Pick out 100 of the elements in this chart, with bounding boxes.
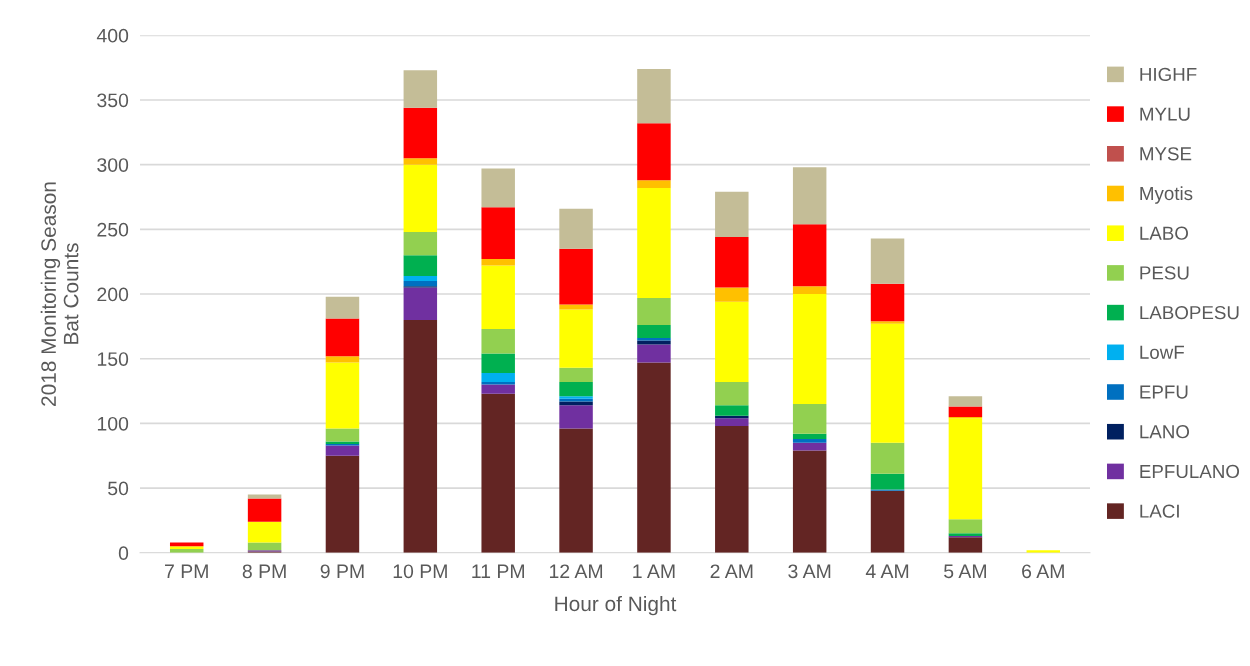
x-axis-title: Hour of Night xyxy=(555,595,677,616)
y-tick-label: 100 xyxy=(97,416,129,431)
bar xyxy=(403,275,438,282)
legend-label: Myotis xyxy=(1140,186,1193,204)
bar xyxy=(559,401,593,406)
legend-label: LANO xyxy=(1140,425,1190,439)
bar xyxy=(948,537,983,553)
bar xyxy=(559,428,593,553)
y-tick-label: 300 xyxy=(97,158,129,172)
bar xyxy=(403,231,438,256)
bar xyxy=(247,521,282,543)
bar xyxy=(637,344,671,363)
bar xyxy=(637,297,671,326)
bar xyxy=(637,325,671,339)
bar xyxy=(792,450,827,553)
x-tick-label: 4 AM xyxy=(865,564,909,578)
bar xyxy=(481,384,515,394)
bar xyxy=(481,259,515,266)
legend-label: PESU xyxy=(1140,266,1189,280)
bar xyxy=(792,294,827,404)
legend-label: LABOPESU xyxy=(1140,305,1239,320)
bar xyxy=(403,158,438,165)
bar xyxy=(481,328,515,354)
bar xyxy=(715,382,749,406)
bar xyxy=(637,68,671,124)
x-tick-label: 1 AM xyxy=(633,564,675,578)
bar xyxy=(792,442,827,451)
bar xyxy=(169,546,204,549)
bar xyxy=(948,406,983,417)
bar xyxy=(792,286,827,295)
bar xyxy=(870,442,905,474)
bar xyxy=(870,321,905,324)
bar xyxy=(715,191,749,238)
bar xyxy=(870,490,905,553)
x-tick-label: 9 PM xyxy=(320,564,364,579)
bar xyxy=(715,418,749,426)
bar xyxy=(637,362,671,553)
bar xyxy=(715,405,749,416)
bar xyxy=(637,180,671,188)
x-tick-label: 7 PM xyxy=(165,564,208,578)
y-tick-label: 0 xyxy=(118,546,129,561)
bar xyxy=(559,304,593,310)
bar xyxy=(559,367,593,383)
bar xyxy=(870,238,905,284)
x-tick-label: 10 PM xyxy=(393,564,447,579)
y-tick-label: 250 xyxy=(97,222,129,237)
bar xyxy=(481,265,515,329)
y-tick-label: 350 xyxy=(97,93,129,108)
bar xyxy=(715,287,749,302)
bar xyxy=(481,207,515,260)
x-tick-label: 2 AM xyxy=(710,564,753,578)
x-tick-label: 6 AM xyxy=(1022,564,1064,579)
legend-label: MYSE xyxy=(1140,147,1192,161)
bar xyxy=(481,168,515,208)
bar xyxy=(637,123,671,181)
x-tick-label: 5 AM xyxy=(944,564,986,579)
y-axis-title: 2018 Monitoring Season Bat Counts xyxy=(40,182,79,406)
bar xyxy=(792,433,827,439)
bar xyxy=(559,382,593,397)
y-tick-label: 400 xyxy=(96,28,129,43)
bar xyxy=(325,318,360,357)
bar xyxy=(948,396,983,407)
bar xyxy=(403,164,438,232)
y-tick-label: 150 xyxy=(97,352,129,366)
bar xyxy=(559,309,593,368)
bar xyxy=(403,255,438,276)
bar xyxy=(792,224,827,287)
bar xyxy=(481,393,515,553)
x-tick-label: 12 AM xyxy=(549,564,603,578)
bar xyxy=(870,283,905,322)
bar xyxy=(481,382,515,385)
bar xyxy=(403,281,438,287)
legend-label: LowF xyxy=(1140,345,1184,359)
legend-label: EPFULANO xyxy=(1140,464,1240,479)
bar xyxy=(403,319,438,553)
bar xyxy=(481,353,515,373)
bar xyxy=(403,287,438,320)
bar xyxy=(948,418,983,520)
x-tick-label: 8 PM xyxy=(242,564,286,579)
legend-label: LACI xyxy=(1140,504,1179,518)
bar xyxy=(559,405,593,429)
bar xyxy=(870,473,905,490)
bar xyxy=(715,426,749,553)
bar xyxy=(169,542,204,547)
bar xyxy=(325,296,360,319)
bar xyxy=(948,519,983,534)
x-tick-label: 3 AM xyxy=(788,564,831,579)
bar xyxy=(325,362,360,429)
bar xyxy=(870,323,905,443)
bar xyxy=(559,208,593,249)
bar xyxy=(792,438,827,443)
bar xyxy=(247,498,282,522)
bar xyxy=(792,167,827,225)
bar xyxy=(792,404,827,434)
bar xyxy=(247,542,282,551)
bar xyxy=(403,70,438,108)
bar xyxy=(481,372,515,383)
legend-label: EPFU xyxy=(1140,385,1188,399)
bar xyxy=(325,455,360,553)
legend-label: LABO xyxy=(1140,226,1188,240)
